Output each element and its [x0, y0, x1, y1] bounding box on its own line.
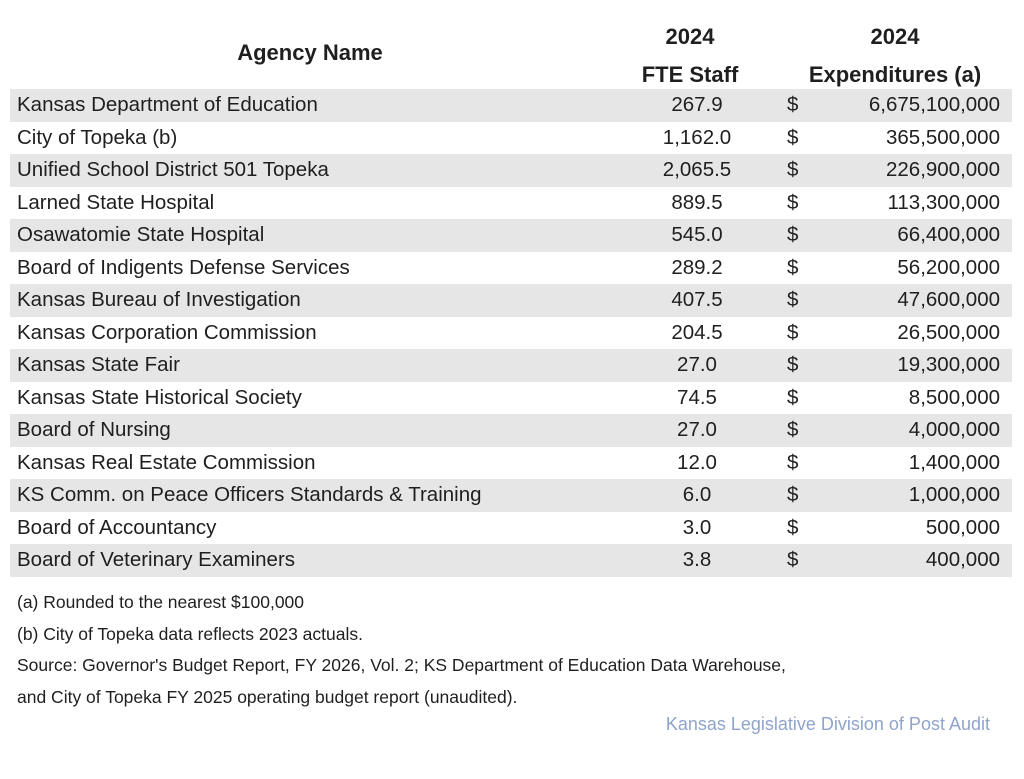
agency-name-cell: Kansas Department of Education	[10, 89, 617, 122]
table-row: Kansas Department of Education 267.9 $6,67…	[10, 89, 1012, 122]
header-fte-label: FTE Staff	[641, 62, 739, 87]
header-agency-name: Agency Name	[237, 40, 383, 65]
currency-symbol-cell: $	[777, 414, 827, 447]
currency-symbol-cell: $	[777, 349, 827, 382]
currency-symbol-cell: $	[787, 125, 799, 149]
currency-symbol-cell: $	[777, 479, 827, 512]
table-row: Board of Veterinary Examiners 3.8 $400,000	[10, 544, 1012, 577]
table-header: Agency Name 2024 FTE Staff 2024 Expendit…	[10, 18, 1012, 90]
agency-table-body: Kansas Department of Education 267.9 $6,67…	[10, 89, 1012, 577]
fte-staff-cell: 545.0	[617, 219, 777, 252]
agency-name-cell: Larned State Hospital	[17, 190, 215, 214]
expenditures-cell: 56,200,000	[897, 255, 1000, 279]
fte-staff-cell: 12.0	[677, 450, 717, 474]
header-exp-label: Expenditures (a)	[808, 62, 982, 87]
agency-name-cell: City of Topeka (b)	[17, 125, 178, 149]
currency-symbol-cell: $	[777, 154, 827, 187]
source-note-line1: Source: Governor's Budget Report, FY 202…	[17, 655, 786, 675]
expenditures-cell: 226,900,000	[827, 154, 1012, 187]
header-expenditures: 2024 Expenditures (a)	[778, 18, 1012, 94]
agency-name-cell: Kansas Corporation Commission	[17, 320, 317, 344]
table-row: Kansas State Fair 27.0 $19,300,000	[10, 349, 1012, 382]
expenditures-cell: 47,600,000	[827, 284, 1012, 317]
expenditures-cell: 19,300,000	[827, 349, 1012, 382]
table-row: Kansas Real Estate Commission 12.0 $1,400,…	[10, 447, 1012, 480]
agency-table: Kansas Department of Education 267.9 $6,67…	[10, 89, 1012, 577]
table-row: Larned State Hospital 889.5 $113,300,000	[10, 187, 1012, 220]
footnote-b: (b) City of Topeka data reflects 2023 ac…	[17, 623, 363, 644]
expenditures-cell: 500,000	[925, 515, 1000, 539]
expenditures-cell: 4,000,000	[827, 414, 1012, 447]
currency-symbol-cell: $	[777, 544, 827, 577]
expenditures-cell: 26,500,000	[897, 320, 1000, 344]
table-row: KS Comm. on Peace Officers Standards & T…	[10, 479, 1012, 512]
agency-name-cell: Board of Indigents Defense Services	[17, 255, 350, 279]
agency-name-cell: Osawatomie State Hospital	[10, 219, 617, 252]
expenditures-cell: 1,400,000	[908, 450, 1000, 474]
expenditures-cell: 400,000	[827, 544, 1012, 577]
currency-symbol-cell: $	[787, 450, 799, 474]
header-fte-staff: 2024 FTE Staff	[610, 18, 770, 94]
footnote-a: (a) Rounded to the nearest $100,000	[17, 592, 305, 612]
fte-staff-cell: 289.2	[671, 255, 723, 279]
agency-name-cell: Board of Nursing	[10, 414, 617, 447]
footnotes: (a) Rounded to the nearest $100,000 (b) …	[17, 587, 786, 713]
currency-symbol-cell: $	[787, 515, 799, 539]
currency-symbol-cell: $	[787, 320, 799, 344]
fte-staff-cell: 204.5	[671, 320, 723, 344]
header-exp-year: 2024	[870, 24, 920, 49]
table-row: Kansas State Historical Society 74.5 $8,50…	[10, 382, 1012, 415]
fte-staff-cell: 6.0	[617, 479, 777, 512]
source-note-line2: and City of Topeka FY 2025 operating bud…	[17, 686, 518, 707]
fte-staff-cell: 407.5	[617, 284, 777, 317]
fte-staff-cell: 3.0	[682, 515, 712, 539]
agency-name-cell: Kansas State Fair	[10, 349, 617, 382]
currency-symbol-cell: $	[787, 385, 799, 409]
agency-name-cell: Kansas Real Estate Commission	[17, 450, 316, 474]
expenditures-cell: 8,500,000	[908, 385, 1000, 409]
table-row: Board of Indigents Defense Services 289.2…	[10, 252, 1012, 285]
agency-name-cell: Unified School District 501 Topeka	[10, 154, 617, 187]
agency-name-cell: Kansas Bureau of Investigation	[10, 284, 617, 317]
fte-staff-cell: 74.5	[677, 385, 717, 409]
fte-staff-cell: 27.0	[617, 414, 777, 447]
currency-symbol-cell: $	[777, 219, 827, 252]
table-row: Kansas Bureau of Investigation 407.5 $47,6…	[10, 284, 1012, 317]
credit-line: Kansas Legislative Division of Post Audi…	[665, 714, 990, 734]
fte-staff-cell: 267.9	[617, 89, 777, 122]
currency-symbol-cell: $	[787, 190, 799, 214]
expenditures-cell: 113,300,000	[887, 190, 1000, 214]
header-fte-year: 2024	[665, 24, 715, 49]
currency-symbol-cell: $	[787, 255, 799, 279]
fte-staff-cell: 2,065.5	[617, 154, 777, 187]
table-row: Osawatomie State Hospital 545.0 $66,400,00…	[10, 219, 1012, 252]
expenditures-cell: 365,500,000	[885, 125, 1000, 149]
expenditures-cell: 1,000,000	[827, 479, 1012, 512]
expenditures-cell: 6,675,100,000	[827, 89, 1012, 122]
fte-staff-cell: 1,162.0	[662, 125, 732, 149]
table-row: Unified School District 501 Topeka 2,065.…	[10, 154, 1012, 187]
agency-name-cell: KS Comm. on Peace Officers Standards & T…	[10, 479, 617, 512]
table-row: Kansas Corporation Commission 204.5 $26,50…	[10, 317, 1012, 350]
table-row: Board of Accountancy 3.0 $500,000	[10, 512, 1012, 545]
agency-name-cell: Board of Accountancy	[17, 515, 217, 539]
currency-symbol-cell: $	[777, 284, 827, 317]
table-row: City of Topeka (b) 1,162.0 $365,500,000	[10, 122, 1012, 155]
table-row: Board of Nursing 27.0 $4,000,000	[10, 414, 1012, 447]
currency-symbol-cell: $	[777, 89, 827, 122]
fte-staff-cell: 27.0	[617, 349, 777, 382]
expenditures-cell: 66,400,000	[827, 219, 1012, 252]
fte-staff-cell: 3.8	[617, 544, 777, 577]
fte-staff-cell: 889.5	[671, 190, 723, 214]
agency-name-cell: Board of Veterinary Examiners	[10, 544, 617, 577]
agency-name-cell: Kansas State Historical Society	[17, 385, 302, 409]
